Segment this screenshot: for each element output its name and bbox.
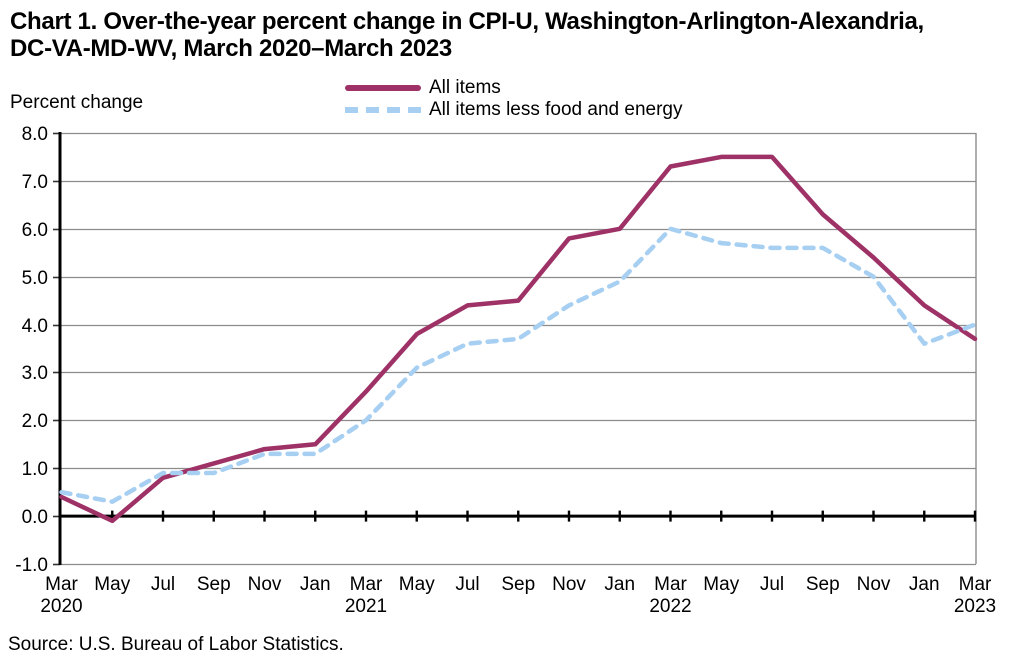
- chart-title-line1: Chart 1. Over-the-year percent change in…: [10, 8, 924, 35]
- y-tick-label: 6.0: [22, 220, 48, 241]
- series-line-all-items-less-food-and-energy: [59, 226, 978, 504]
- x-tick-label: May: [94, 574, 130, 595]
- y-tick-label: 8.0: [22, 124, 48, 145]
- y-tick-label: 5.0: [22, 268, 48, 289]
- y-tick-label: 3.0: [22, 363, 48, 384]
- legend: All items All items less food and energy: [345, 77, 682, 121]
- x-tick-label: Mar: [654, 574, 687, 595]
- series-line-all-items: [59, 154, 978, 524]
- x-tick-label: Jul: [760, 574, 784, 595]
- x-tick-label: Jan: [909, 574, 940, 595]
- x-tick-label: Nov: [857, 574, 891, 595]
- x-year-label: 2021: [345, 596, 387, 617]
- x-tick-label: Sep: [197, 574, 231, 595]
- y-tick-label: 2.0: [22, 411, 48, 432]
- legend-label-all-items: All items: [429, 77, 501, 98]
- x-year-label: 2020: [40, 596, 82, 617]
- y-tick-label: -1.0: [15, 555, 48, 576]
- x-year-label: 2022: [649, 596, 691, 617]
- core-line-swatch: [345, 107, 421, 113]
- y-tick-label: 0.0: [22, 507, 48, 528]
- y-axis-unit-label: Percent change: [10, 92, 144, 113]
- chart-title: Chart 1. Over-the-year percent change in…: [10, 8, 924, 62]
- x-tick-label: Jul: [455, 574, 479, 595]
- x-tick-label: May: [703, 574, 739, 595]
- x-tick-label: Sep: [501, 574, 535, 595]
- y-tick-label: 1.0: [22, 459, 48, 480]
- all-items-line-swatch: [345, 85, 421, 91]
- x-tick-label: Mar: [959, 574, 992, 595]
- source-note: Source: U.S. Bureau of Labor Statistics.: [8, 634, 344, 655]
- x-tick-label: Nov: [248, 574, 282, 595]
- x-tick-label: Jul: [151, 574, 175, 595]
- x-tick-label: Mar: [45, 574, 78, 595]
- x-tick-label: Jan: [300, 574, 331, 595]
- y-tick-label: 4.0: [22, 316, 48, 337]
- legend-label-core: All items less food and energy: [429, 99, 683, 120]
- chart-title-line2: DC-VA-MD-WV, March 2020–March 2023: [10, 35, 452, 62]
- x-tick-label: Nov: [552, 574, 586, 595]
- x-tick-label: Sep: [806, 574, 840, 595]
- y-tick-label: 7.0: [22, 172, 48, 193]
- x-tick-label: Jan: [604, 574, 635, 595]
- x-tick-label: May: [399, 574, 435, 595]
- x-tick-label: Mar: [350, 574, 383, 595]
- legend-item-all-items: All items: [345, 77, 682, 99]
- x-year-label: 2023: [954, 596, 996, 617]
- legend-item-core: All items less food and energy: [345, 99, 682, 121]
